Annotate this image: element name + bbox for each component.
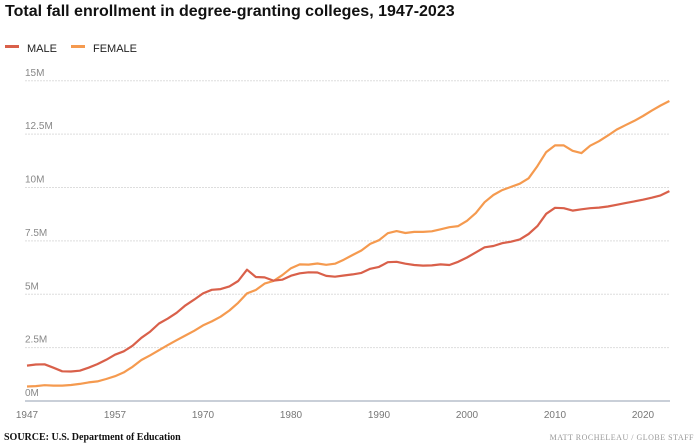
series-line-female	[26, 100, 670, 388]
legend-item-male: MALE	[5, 43, 57, 55]
y-tick-label: 15M	[25, 68, 44, 79]
x-tick-label: 1980	[280, 410, 303, 421]
x-tick-label: 1957	[104, 410, 127, 421]
x-tick-label: 1970	[192, 410, 215, 421]
credit: MATT ROCHELEAU / GLOBE STAFF	[549, 433, 694, 442]
y-tick-label: 5M	[25, 281, 39, 292]
y-tick-label: 0M	[25, 388, 39, 399]
y-tick-label: 10M	[25, 175, 44, 186]
x-tick-label: 2010	[544, 410, 567, 421]
x-tick-label: 2020	[632, 410, 655, 421]
x-tick-label: 1947	[16, 410, 39, 421]
legend-label-male: MALE	[27, 43, 57, 55]
legend: MALE FEMALE	[5, 43, 137, 55]
legend-item-female: FEMALE	[70, 43, 137, 55]
x-tick-label: 2000	[456, 410, 479, 421]
series-line-male	[26, 190, 670, 373]
source-note: SOURCE: U.S. Department of Education	[4, 432, 181, 443]
legend-label-female: FEMALE	[92, 43, 137, 55]
y-tick-label: 12.5M	[25, 121, 53, 132]
legend-swatch-female	[70, 44, 85, 48]
y-tick-label: 2.5M	[25, 335, 47, 346]
y-tick-label: 7.5M	[25, 228, 47, 239]
chart-title: Total fall enrollment in degree-granting…	[5, 3, 455, 20]
legend-swatch-male	[5, 44, 19, 48]
x-tick-label: 1990	[368, 410, 391, 421]
